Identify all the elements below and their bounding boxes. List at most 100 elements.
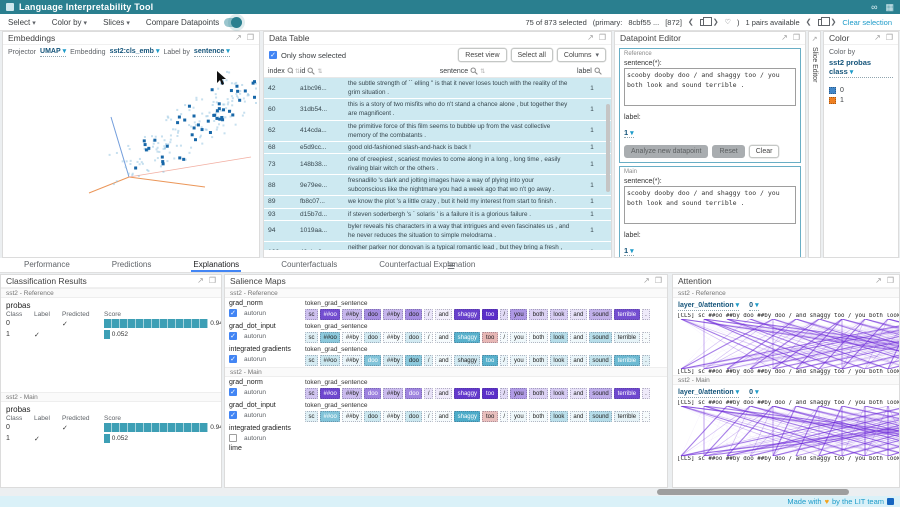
table-row[interactable]: 89 fb8c07... we know the plot 's a little … xyxy=(264,196,611,209)
label-select[interactable]: 1 ▾ xyxy=(624,246,634,256)
sentence-textarea[interactable] xyxy=(624,68,796,106)
salience-token[interactable]: / xyxy=(424,411,434,422)
analyze-new-datapoint-button[interactable]: Analyze new datapoint xyxy=(624,145,709,158)
salience-token[interactable]: too xyxy=(482,355,498,366)
salience-token[interactable]: shaggy xyxy=(454,332,481,343)
reset-view-button[interactable]: Reset view xyxy=(458,48,507,62)
salience-token[interactable]: and xyxy=(435,388,453,399)
salience-token[interactable]: ##oo xyxy=(320,388,341,399)
autorun-checkbox[interactable]: ✓ autorun xyxy=(229,309,267,317)
salience-token[interactable]: terrible xyxy=(614,309,640,320)
search-icon[interactable] xyxy=(287,67,293,75)
table-row[interactable]: 10040aba9...neither parker nor donovan i… xyxy=(264,241,611,250)
salience-token[interactable]: too xyxy=(482,411,498,422)
salience-token[interactable]: you xyxy=(510,411,528,422)
autorun-checkbox[interactable]: ✓ autorun xyxy=(229,332,267,340)
columns-button[interactable]: Columns ▾ xyxy=(556,48,606,62)
salience-token[interactable]: both xyxy=(529,388,548,399)
salience-token[interactable]: terrible xyxy=(614,388,640,399)
search-icon[interactable] xyxy=(307,67,316,75)
fullscreen-icon[interactable]: ❐ xyxy=(792,33,800,42)
tab-counterfactual-explanation[interactable]: Counterfactual Explanation xyxy=(379,259,476,269)
salience-token[interactable]: shaggy xyxy=(454,309,481,320)
table-row[interactable]: 93 d15b7d... if steven soderbergh 's ` sol… xyxy=(264,208,611,221)
salience-token[interactable]: look xyxy=(549,309,568,320)
salience-token[interactable]: doo xyxy=(405,355,423,366)
embedding-select[interactable]: sst2:cls_emb ▾ xyxy=(109,48,160,57)
salience-token[interactable]: too xyxy=(482,388,498,399)
salience-token[interactable]: both xyxy=(529,309,548,320)
horizontal-scrollbar[interactable] xyxy=(657,489,849,495)
table-row[interactable]: 94 1019aa... byler reveals his characters … xyxy=(264,220,611,242)
salience-token[interactable]: and xyxy=(435,309,453,320)
fullscreen-icon[interactable]: ❐ xyxy=(598,33,606,42)
embedding-scatterplot[interactable] xyxy=(3,59,259,255)
salience-token[interactable]: sc xyxy=(305,355,318,366)
color-by-menu[interactable]: Color by ▾ xyxy=(51,17,88,27)
reset-button[interactable]: Reset xyxy=(712,145,745,158)
salience-token[interactable]: sc xyxy=(305,411,318,422)
fullscreen-icon[interactable]: ❐ xyxy=(654,276,662,285)
table-row[interactable]: 62 414cda... the primitive force of this f… xyxy=(264,120,611,142)
projector-select[interactable]: UMAP ▾ xyxy=(40,48,67,57)
expand-icon[interactable]: ↗ xyxy=(643,276,650,285)
salience-token[interactable]: ##by xyxy=(383,355,404,366)
salience-token[interactable]: and xyxy=(569,332,587,343)
salience-token[interactable]: . xyxy=(641,355,651,366)
autorun-checkbox[interactable]: ✓ autorun xyxy=(229,355,267,363)
vertical-scrollbar[interactable] xyxy=(606,104,610,192)
salience-token[interactable]: ##by xyxy=(342,355,363,366)
salience-token[interactable]: ##by xyxy=(383,388,404,399)
slices-menu[interactable]: Slices ▾ xyxy=(103,17,130,27)
prev-pair-button[interactable]: ❮ xyxy=(805,19,812,26)
salience-token[interactable]: you xyxy=(510,355,528,366)
fullscreen-icon[interactable]: ❐ xyxy=(886,276,894,285)
salience-token[interactable]: ##oo xyxy=(320,332,341,343)
salience-token[interactable]: look xyxy=(549,411,568,422)
color-by-select[interactable]: sst2 probas class ▾ xyxy=(829,58,893,78)
salience-token[interactable]: / xyxy=(499,355,509,366)
drag-handle-icon[interactable]: ☰ xyxy=(447,261,456,271)
salience-token[interactable]: terrible xyxy=(614,332,640,343)
autorun-checkbox[interactable]: autorun xyxy=(229,434,305,442)
salience-token[interactable]: / xyxy=(499,411,509,422)
docs-icon[interactable]: ▦ xyxy=(885,1,894,12)
select-menu[interactable]: Select ▾ xyxy=(8,17,36,27)
salience-token[interactable]: doo xyxy=(364,332,382,343)
label-select[interactable]: 1 ▾ xyxy=(624,128,634,138)
salience-token[interactable]: sound xyxy=(588,388,613,399)
salience-token[interactable]: / xyxy=(424,355,434,366)
salience-token[interactable]: doo xyxy=(364,411,382,422)
expand-icon[interactable]: ↗ xyxy=(235,33,242,42)
salience-token[interactable]: ##oo xyxy=(320,355,341,366)
tab-performance[interactable]: Performance xyxy=(24,259,70,269)
salience-token[interactable]: look xyxy=(549,355,568,366)
expand-icon[interactable]: ↗ xyxy=(875,276,882,285)
clear-selection-link[interactable]: Clear selection xyxy=(842,17,892,27)
expand-icon[interactable]: ↗ xyxy=(874,33,881,42)
attention-head-select[interactable]: 0 ▾ xyxy=(749,389,759,398)
prev-datapoint-button[interactable]: ❮ xyxy=(687,19,694,26)
salience-token[interactable]: and xyxy=(435,332,453,343)
expand-icon[interactable]: ↗ xyxy=(587,33,594,42)
search-icon[interactable] xyxy=(470,67,478,75)
salience-token[interactable]: you xyxy=(510,332,528,343)
fullscreen-icon[interactable]: ❐ xyxy=(246,33,254,42)
salience-token[interactable]: doo xyxy=(364,309,382,320)
salience-token[interactable]: . xyxy=(641,388,651,399)
compare-datapoints-toggle[interactable] xyxy=(224,16,243,28)
salience-token[interactable]: . xyxy=(641,309,651,320)
salience-token[interactable]: terrible xyxy=(614,355,640,366)
salience-token[interactable]: ##by xyxy=(342,332,363,343)
clear-button[interactable]: Clear xyxy=(748,145,780,158)
salience-token[interactable]: doo xyxy=(405,388,423,399)
next-pair-button[interactable]: ❯ xyxy=(830,19,837,26)
salience-token[interactable]: sound xyxy=(588,309,613,320)
copy-icon[interactable] xyxy=(817,16,830,26)
favorite-icon[interactable]: ♡ xyxy=(724,19,731,26)
copy-icon[interactable] xyxy=(699,16,712,26)
salience-token[interactable]: both xyxy=(529,355,548,366)
salience-token[interactable]: / xyxy=(499,388,509,399)
link-icon[interactable]: ∞ xyxy=(871,1,878,12)
salience-token[interactable]: / xyxy=(499,332,509,343)
